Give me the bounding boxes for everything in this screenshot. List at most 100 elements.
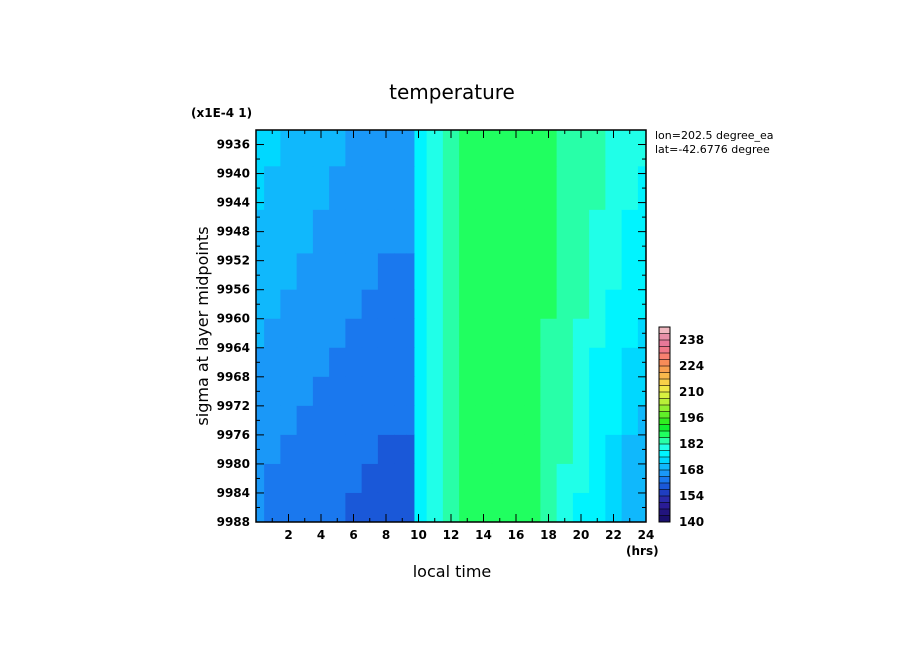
field-cell bbox=[296, 209, 314, 255]
field-cell bbox=[426, 405, 444, 436]
field-cell bbox=[414, 253, 428, 291]
field-cell bbox=[329, 492, 346, 522]
field-cell bbox=[491, 253, 509, 291]
colorbar-swatch bbox=[659, 372, 670, 380]
field-cell bbox=[329, 405, 346, 436]
field-cell bbox=[572, 166, 590, 211]
field-cell bbox=[605, 166, 623, 211]
field-cell bbox=[442, 253, 460, 291]
field-cell bbox=[556, 434, 574, 465]
field-cell bbox=[475, 347, 493, 378]
field-cell bbox=[296, 492, 314, 522]
chart-title: temperature bbox=[389, 80, 515, 104]
field-cell bbox=[414, 405, 428, 436]
field-cell bbox=[329, 318, 346, 349]
field-cell bbox=[280, 130, 298, 167]
field-cell bbox=[345, 463, 363, 494]
colorbar-swatch bbox=[659, 483, 670, 490]
field-cell bbox=[414, 166, 428, 211]
field-cell bbox=[414, 463, 428, 494]
field-cell bbox=[414, 289, 428, 320]
colorbar-swatch bbox=[659, 509, 670, 516]
field-cell bbox=[280, 434, 298, 465]
field-cell bbox=[394, 376, 407, 407]
field-cell bbox=[280, 318, 298, 349]
field-cell bbox=[540, 405, 558, 436]
colorbar-swatch bbox=[659, 366, 670, 373]
field-cell bbox=[524, 209, 541, 255]
field-cell bbox=[572, 209, 590, 255]
field-cell bbox=[264, 405, 281, 436]
field-cell bbox=[406, 434, 416, 465]
field-cell bbox=[556, 347, 574, 378]
field-cell bbox=[589, 405, 606, 436]
field-cell bbox=[377, 405, 395, 436]
field-cell bbox=[621, 347, 639, 378]
field-cell bbox=[507, 463, 525, 494]
field-cell bbox=[329, 166, 346, 211]
field-cell bbox=[475, 318, 493, 349]
field-cell bbox=[556, 463, 574, 494]
field-cell bbox=[589, 347, 606, 378]
field-cell bbox=[605, 130, 623, 167]
field-cell bbox=[361, 209, 379, 255]
field-cell bbox=[540, 209, 558, 255]
field-cell bbox=[507, 405, 525, 436]
field-cell bbox=[491, 289, 509, 320]
colorbar-tick-label: 238 bbox=[679, 333, 704, 347]
field-cell bbox=[442, 130, 460, 167]
y-tick-label: 9972 bbox=[217, 399, 250, 413]
field-cell bbox=[264, 130, 281, 167]
field-cell bbox=[475, 492, 493, 522]
field-cell bbox=[296, 463, 314, 494]
y-tick-label: 9956 bbox=[217, 283, 250, 297]
field-cell bbox=[312, 376, 330, 407]
field-cell bbox=[475, 434, 493, 465]
field-cell bbox=[524, 130, 541, 167]
y-tick-label: 9940 bbox=[217, 167, 250, 181]
x-tick-label: 14 bbox=[475, 528, 492, 542]
field-cell bbox=[589, 463, 606, 494]
field-cell bbox=[459, 253, 476, 291]
field-cell bbox=[280, 376, 298, 407]
field-cell bbox=[459, 130, 476, 167]
field-cell bbox=[256, 318, 265, 349]
field-cell bbox=[605, 347, 623, 378]
field-cell bbox=[361, 405, 379, 436]
field-cell bbox=[572, 347, 590, 378]
field-cell bbox=[329, 376, 346, 407]
field-cell bbox=[345, 492, 363, 522]
x-tick-label: 24 bbox=[638, 528, 655, 542]
field-cell bbox=[264, 434, 281, 465]
field-cell bbox=[459, 347, 476, 378]
field-cell bbox=[406, 318, 416, 349]
field-cell bbox=[345, 253, 363, 291]
field-cell bbox=[572, 289, 590, 320]
x-tick-label: 6 bbox=[349, 528, 357, 542]
field-cell bbox=[312, 492, 330, 522]
field-cell bbox=[572, 463, 590, 494]
field-cell bbox=[540, 289, 558, 320]
colorbar-swatch bbox=[659, 398, 670, 406]
field-cell bbox=[345, 209, 363, 255]
field-cell bbox=[621, 405, 639, 436]
field-cell bbox=[280, 405, 298, 436]
field-cell bbox=[312, 434, 330, 465]
field-cell bbox=[312, 463, 330, 494]
field-cell bbox=[329, 253, 346, 291]
field-cell bbox=[637, 405, 646, 436]
y-tick-label: 9948 bbox=[217, 225, 250, 239]
colorbar-swatch bbox=[659, 476, 670, 484]
field-cell bbox=[556, 209, 574, 255]
field-cell bbox=[414, 347, 428, 378]
field-cell bbox=[524, 253, 541, 291]
x-tick-label: 18 bbox=[540, 528, 557, 542]
field-cell bbox=[406, 289, 416, 320]
field-cell bbox=[345, 434, 363, 465]
field-cell bbox=[256, 166, 265, 211]
colorbar-tick-label: 168 bbox=[679, 463, 704, 477]
field-cell bbox=[572, 253, 590, 291]
field-cell bbox=[296, 347, 314, 378]
field-cell bbox=[264, 376, 281, 407]
field-cell bbox=[361, 253, 379, 291]
